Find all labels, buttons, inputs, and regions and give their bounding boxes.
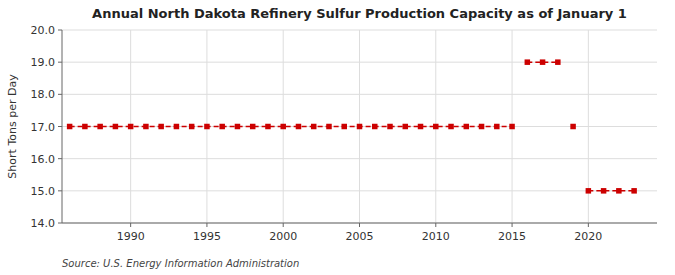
tick-label-y: 20.0 [31, 24, 56, 37]
marker [296, 124, 302, 130]
marker [174, 124, 180, 130]
marker [479, 124, 485, 130]
marker [189, 124, 195, 130]
tick-x [283, 223, 284, 227]
line-segment [588, 190, 634, 192]
marker [540, 59, 546, 65]
line-segment [70, 126, 512, 128]
marker [143, 124, 149, 130]
tick-label-x: 1995 [193, 230, 221, 243]
marker [82, 124, 88, 130]
tick-x [512, 223, 513, 227]
marker [326, 124, 332, 130]
marker [403, 124, 409, 130]
tick-label-y: 16.0 [31, 153, 56, 166]
tick-y [58, 126, 62, 127]
tick-label-x: 2020 [574, 230, 602, 243]
marker [235, 124, 241, 130]
tick-label-y: 17.0 [31, 121, 56, 134]
marker [494, 124, 500, 130]
marker [128, 124, 133, 130]
source-note: Source: U.S. Energy Information Administ… [62, 258, 299, 269]
tick-label-x: 1990 [117, 230, 145, 243]
tick-y [58, 94, 62, 95]
marker [204, 124, 210, 130]
chart-svg: Annual North Dakota Refinery Sulfur Prod… [0, 0, 675, 275]
marker [387, 124, 393, 130]
tick-label-y: 14.0 [31, 217, 56, 230]
tick-label-y: 18.0 [31, 88, 56, 101]
x-axis-line [62, 223, 657, 224]
tick-x [588, 223, 589, 227]
tick-label-y: 19.0 [31, 56, 56, 69]
tick-label-x: 2015 [498, 230, 526, 243]
marker [113, 124, 119, 130]
marker [464, 124, 470, 130]
marker [586, 188, 592, 194]
tick-y [58, 30, 62, 31]
axes: 14.0 15.0 16.0 17.0 18.0 19.0 20.0 1990 1995 2000… [31, 24, 658, 243]
marker [418, 124, 424, 130]
marker [219, 124, 225, 130]
marker [265, 124, 271, 130]
y-axis-label: Short Tons per Day [6, 74, 19, 179]
marker [570, 124, 576, 130]
tick-y [58, 190, 62, 191]
plot-area [67, 59, 637, 193]
marker [311, 124, 317, 130]
tick-x [130, 223, 131, 227]
tick-y [58, 62, 62, 63]
tick-label-x: 2005 [346, 230, 374, 243]
marker [372, 124, 378, 130]
grid-line-y [62, 223, 657, 224]
title: Annual North Dakota Refinery Sulfur Prod… [92, 6, 627, 21]
tick-label-y: 15.0 [31, 185, 56, 198]
marker [357, 124, 363, 130]
marker [616, 188, 622, 194]
chart-container: Annual North Dakota Refinery Sulfur Prod… [0, 0, 675, 275]
tick-y [58, 158, 62, 159]
marker [601, 188, 607, 194]
tick-label-x: 2010 [422, 230, 450, 243]
tick-x [435, 223, 436, 227]
tick-x [359, 223, 360, 227]
y-axis-line [62, 30, 63, 223]
marker [250, 124, 256, 130]
grid-line-x [588, 30, 589, 223]
marker [433, 124, 439, 130]
marker [97, 124, 103, 130]
marker [631, 188, 637, 194]
tick-label-x: 2000 [269, 230, 297, 243]
marker [341, 124, 347, 130]
tick-x [206, 223, 207, 227]
marker [158, 124, 164, 130]
marker [525, 59, 531, 65]
grid [62, 30, 657, 223]
marker [67, 124, 73, 130]
marker [555, 59, 561, 65]
marker [448, 124, 454, 130]
marker [280, 124, 286, 130]
marker [509, 124, 514, 130]
tick-y [58, 223, 62, 224]
